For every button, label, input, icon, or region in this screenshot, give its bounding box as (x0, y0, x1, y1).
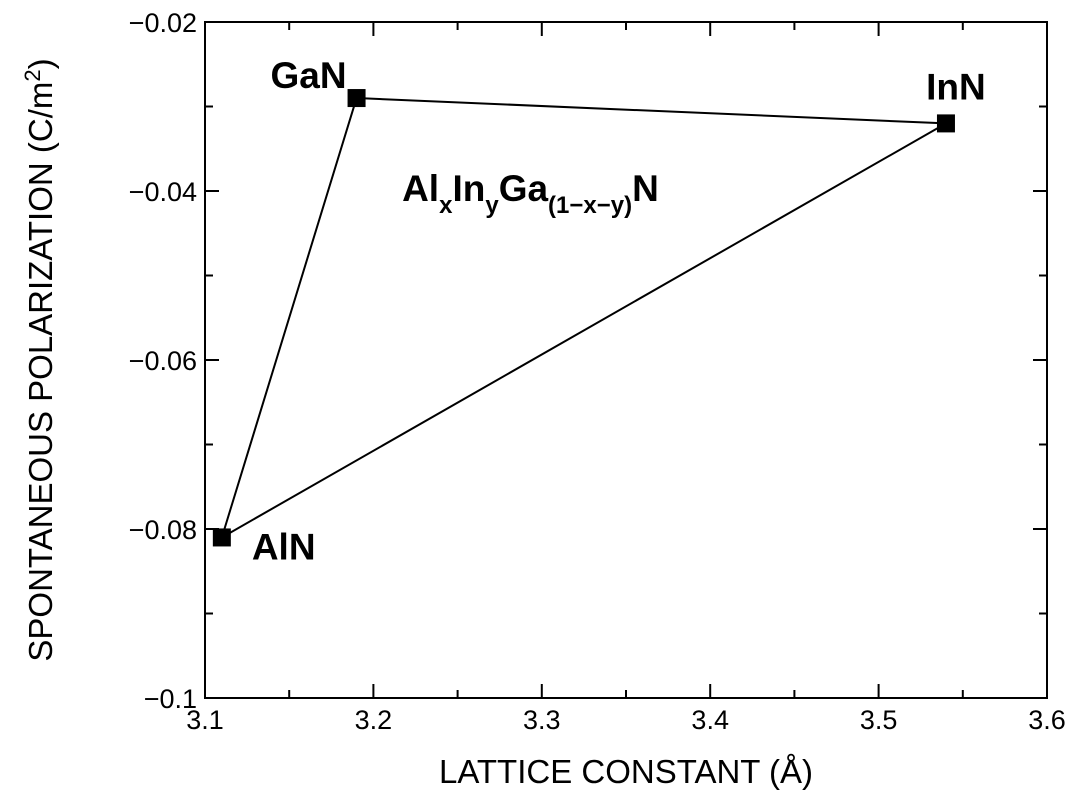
x-tick-label: 3.4 (691, 705, 729, 735)
y-tick-label: −0.08 (129, 515, 197, 545)
axis-ticks (204, 21, 1048, 699)
alloy-formula-annotation: AlxInyGa(1−x−y)N (402, 168, 659, 219)
y-axis-title-close: ) (22, 58, 59, 69)
annotation-part: In (452, 168, 485, 209)
annotation-part: N (632, 168, 659, 209)
annotation-part: x (439, 192, 453, 219)
y-axis-title-superscript: 2 (20, 69, 45, 81)
point-marker-aln (212, 528, 231, 547)
y-axis-title: SPONTANEOUS POLARIZATION (C/m2) (20, 58, 59, 661)
x-tick-label: 3.1 (186, 705, 224, 735)
annotation-part: Ga (499, 168, 549, 209)
plot-frame (204, 21, 1048, 699)
x-axis-title: LATTICE CONSTANT (Å) (439, 753, 813, 790)
y-axis-title-main: SPONTANEOUS POLARIZATION (C/m (22, 82, 59, 662)
point-marker-inn (936, 114, 955, 133)
point-label-inn: InN (926, 66, 986, 107)
x-tick-label: 3.3 (523, 705, 561, 735)
point-label-gan: GaN (270, 55, 346, 96)
point-label-aln: AlN (252, 526, 316, 567)
annotation-part: Al (402, 168, 439, 209)
y-tick-label: −0.04 (129, 177, 197, 207)
x-tick-label: 3.2 (355, 705, 393, 735)
annotation-part: y (485, 192, 499, 219)
point-marker-gan (347, 89, 366, 108)
x-tick-label: 3.6 (1028, 705, 1066, 735)
x-tick-label: 3.5 (860, 705, 898, 735)
y-tick-label: −0.1 (144, 684, 197, 714)
series-group (212, 89, 955, 547)
connecting-line (220, 97, 950, 540)
x-tick-labels: 3.1 3.2 3.3 3.4 3.5 3.6 (186, 705, 1066, 735)
annotation-part: (1−x−y) (548, 192, 632, 219)
y-tick-label: −0.02 (129, 8, 197, 38)
y-tick-labels: −0.02 −0.04 −0.06 −0.08 −0.1 (129, 8, 197, 714)
y-tick-label: −0.06 (129, 346, 197, 376)
